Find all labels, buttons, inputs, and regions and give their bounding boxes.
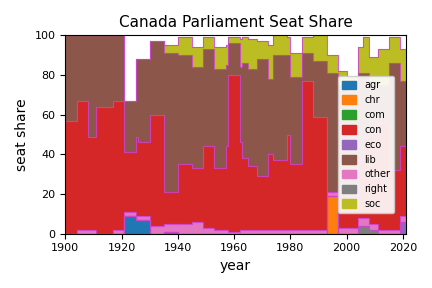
Title: Canada Parliament Seat Share: Canada Parliament Seat Share — [118, 15, 353, 30]
Legend: agr, chr, com, con, eco, lib, other, right, soc: agr, chr, com, con, eco, lib, other, rig… — [338, 76, 394, 213]
Y-axis label: seat share: seat share — [15, 98, 29, 171]
X-axis label: year: year — [220, 259, 251, 273]
